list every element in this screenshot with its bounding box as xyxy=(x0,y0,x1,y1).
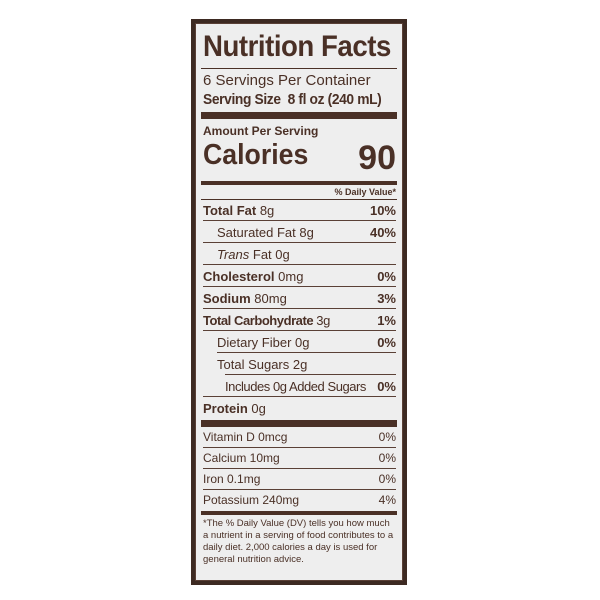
vitamin-row: Calcium 10mg 0% xyxy=(203,448,396,469)
nutrient-row: Protein 0g xyxy=(203,401,266,416)
calories-value: 90 xyxy=(358,139,396,177)
nutrition-label: Nutrition Facts 6 Servings Per Container… xyxy=(191,19,407,585)
amount-per-serving: Amount Per Serving xyxy=(203,124,319,138)
vitamin-row: Potassium 240mg 4% xyxy=(203,493,396,507)
nutrient-row: Saturated Fat 8g 40% xyxy=(203,222,396,243)
daily-value-header: % Daily Value* xyxy=(334,187,396,197)
serving-size: Serving Size 8 fl oz (240 mL) xyxy=(203,91,382,108)
vitamin-row: Vitamin D 0mcg 0% xyxy=(203,427,396,448)
nutrient-row: Total Fat 8g 10% xyxy=(203,200,396,221)
nutrient-row: Dietary Fiber 0g 0% xyxy=(203,332,396,353)
servings-per-container: 6 Servings Per Container xyxy=(203,72,371,89)
nutrient-row: Total Sugars 2g xyxy=(203,354,396,375)
vitamin-row: Iron 0.1mg 0% xyxy=(203,469,396,490)
label-title: Nutrition Facts xyxy=(203,30,391,63)
calories-label: Calories xyxy=(203,139,309,171)
serving-size-value: 8 fl oz (240 mL) xyxy=(287,91,382,108)
nutrient-row: Cholesterol 0mg 0% xyxy=(203,266,396,287)
nutrient-row: Total Carbohydrate 3g 1% xyxy=(203,310,396,331)
nutrient-row: Trans Fat 0g xyxy=(203,244,396,265)
nutrient-row: Includes 0g Added Sugars 0% xyxy=(203,376,396,397)
nutrient-row: Sodium 80mg 3% xyxy=(203,288,396,309)
serving-size-label: Serving Size xyxy=(203,91,281,108)
footnote: *The % Daily Value (DV) tells you how mu… xyxy=(203,518,394,565)
